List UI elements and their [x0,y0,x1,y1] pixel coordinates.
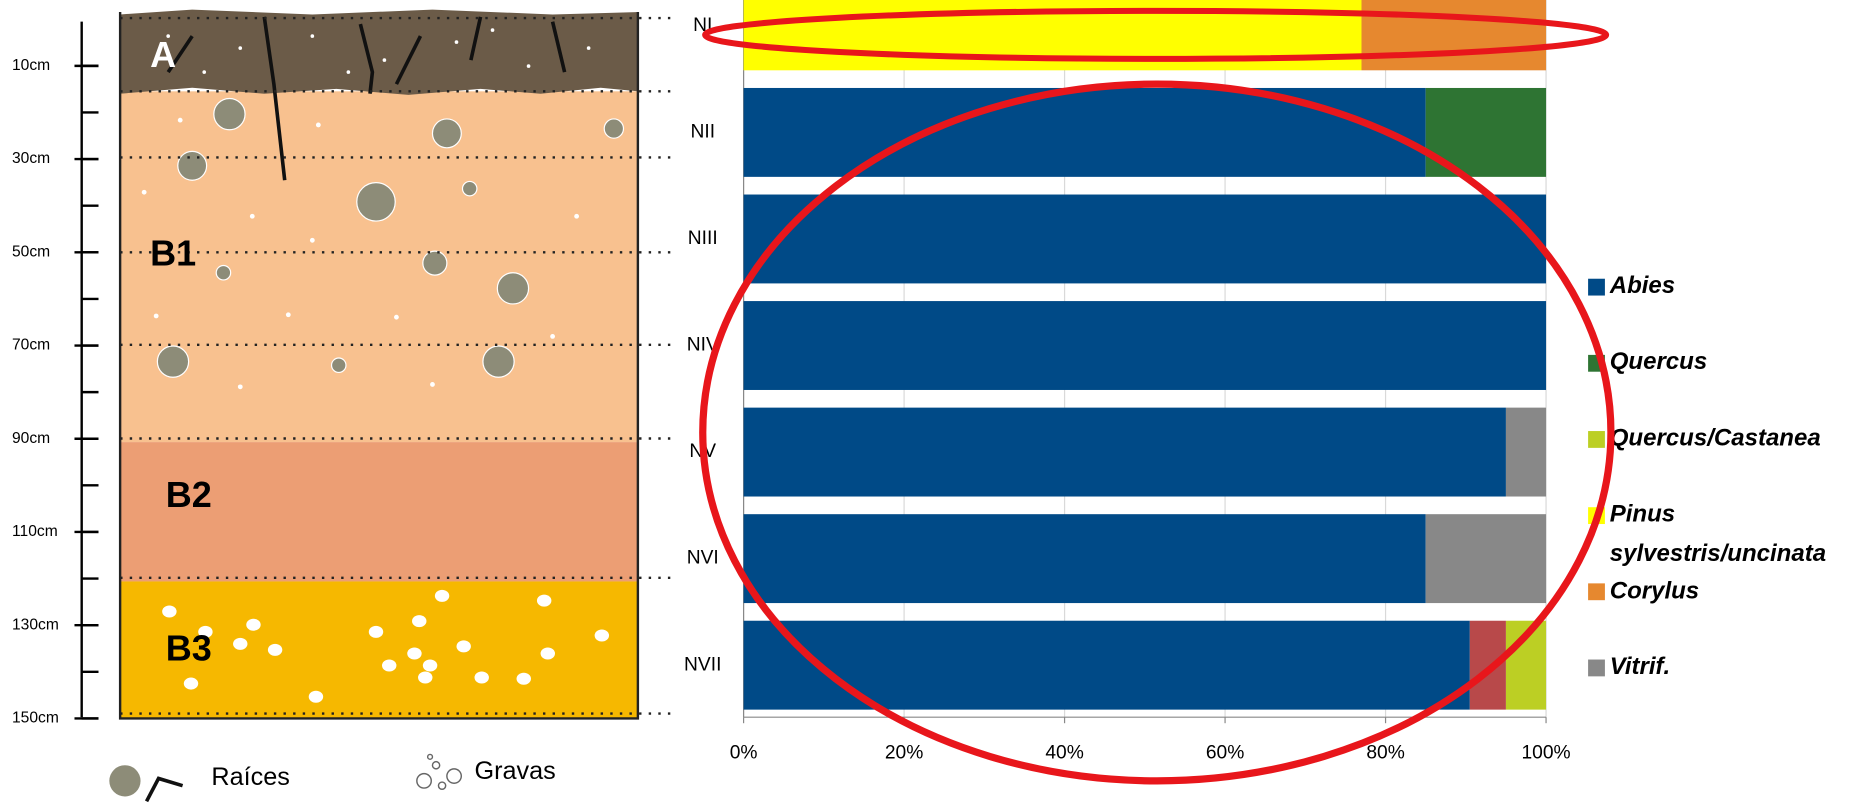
depth-label: 90cm [12,430,50,447]
legend-label: Gravas [475,757,556,785]
bar-segment [743,620,1470,710]
soil-profile: 10cm 30cm 50cm 70cm 90cm 110cm 130cm 150cm A B1 B2… [12,9,673,803]
depth-label: 30cm [12,150,50,167]
bar-segment [743,407,1506,497]
legend-label: Corylus [1609,577,1700,604]
legend-label: Pinus sylvestris/uncinata [1609,501,1827,568]
x-tick-label: 60% [1206,742,1244,763]
legend-swatch [1588,659,1605,677]
bar-segment [1425,514,1547,604]
chart: 0% 20% 40% 60% 80% 100%NINIINIIINIVNVNVINVIIA… [684,0,1827,763]
horizon-b2 [120,442,638,582]
depth-label: 150cm [12,710,59,727]
y-tick-label: NII [690,121,715,142]
legend-label: Raíces [211,763,290,791]
horizon-label: B2 [166,474,212,515]
horizon-label: B3 [166,628,212,669]
roots [166,16,567,181]
legend-item: Pinus sylvestris/uncinata [1609,501,1827,568]
legend-swatch [1588,431,1605,448]
bar-segment [743,194,1547,284]
legend-swatch [1588,583,1605,601]
y-tick-label: NVI [687,548,719,569]
depth-label: 130cm [12,616,59,633]
legend-item: Quercus [1609,348,1708,376]
bar-segment [743,301,1547,390]
horizon-a [120,9,638,95]
y-tick-label: NIV [687,335,719,356]
bar-segment [1469,620,1506,710]
depth-label: 10cm [12,57,50,74]
legend-item: Abies [1609,272,1676,300]
legend-label: Abies [1609,272,1676,300]
gravel [141,28,610,703]
legend-item: Quercus/Castanea [1609,425,1821,452]
bar-segment [1505,407,1547,497]
legend-label: Quercus [1609,348,1708,376]
profile-border [118,12,640,720]
roots-circles [156,97,625,378]
y-tick-label: NIII [688,228,718,249]
horizon-label: A [150,34,176,75]
soil-legend-icons [109,753,463,803]
legend-swatch [1588,278,1605,296]
depth-label: 70cm [12,337,50,354]
horizon-label: B1 [150,232,196,273]
legend-item: Vitrif. [1609,653,1671,680]
depth-label: 110cm [12,523,58,540]
x-tick-label: 20% [885,742,923,763]
bar-segment [743,87,1426,177]
highlight-ellipse [699,80,1615,785]
x-tick-label: 0% [730,742,758,763]
highlight-ellipse [702,7,1610,62]
bar-segment [1361,0,1547,71]
y-tick-label: NVII [684,654,721,675]
horizon-b1 [120,91,638,443]
legend-item: Corylus [1609,577,1700,604]
x-tick-label: 40% [1045,742,1083,763]
bar-segment [743,514,1426,604]
x-tick-label: 80% [1366,742,1404,763]
legend-label: Vitrif. [1609,653,1671,680]
depth-label: 50cm [12,243,50,260]
x-tick-label: 100% [1521,742,1570,763]
legend-label: Quercus/Castanea [1609,425,1821,452]
